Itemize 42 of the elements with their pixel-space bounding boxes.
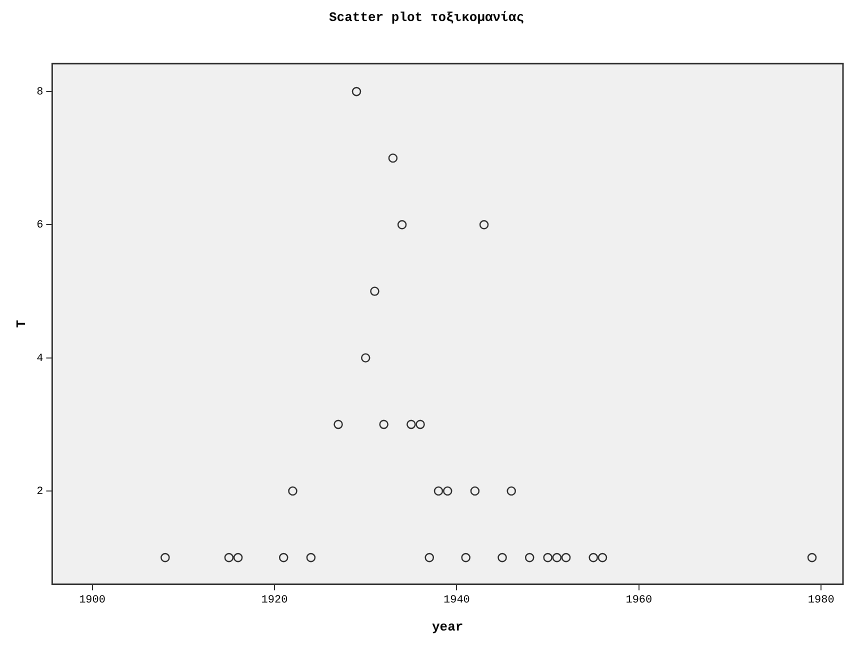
y-axis-title: T [14,320,30,328]
point [807,552,817,562]
y-tick-label: 6 [36,220,44,232]
point [588,552,598,562]
point [424,552,434,562]
point [552,552,562,562]
point [461,552,470,562]
point [406,420,416,430]
y-tick-label: 2 [36,486,44,498]
y-tick-label: 4 [36,352,44,365]
point [334,420,343,430]
point [306,552,316,562]
point [598,552,608,562]
point [470,486,480,496]
point [434,486,444,496]
x-tick-label: 1920 [261,594,288,607]
x-axis-title: year [432,619,464,634]
point [160,552,170,562]
point [561,552,571,562]
point [352,86,362,96]
x-tick-label: 1940 [444,594,470,607]
x-tick-label: 1960 [626,594,652,607]
point [479,220,489,230]
point [278,552,288,562]
point [498,552,507,562]
chart-title: Scatter plot τοξικομανίας [328,10,524,26]
point [416,420,425,430]
point [397,220,407,230]
point [506,486,516,496]
point [233,552,243,562]
point [524,552,534,562]
x-tick-label: 1900 [79,594,106,607]
point [224,552,234,562]
point [442,486,452,496]
point [388,153,398,163]
point [288,486,298,496]
y-tick-label: 8 [36,86,44,98]
point [370,286,380,296]
point [379,420,388,430]
point [360,353,370,362]
point [543,552,552,562]
x-tick-label: 1980 [808,594,834,607]
